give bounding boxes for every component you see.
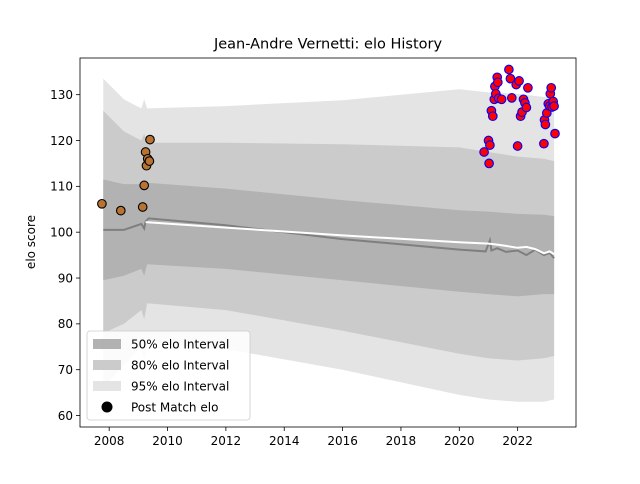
post-match-point	[539, 138, 549, 149]
legend-label: 50% elo Interval	[131, 338, 229, 352]
x-tick-label: 2014	[269, 434, 300, 448]
rating-line-1	[103, 217, 555, 259]
x-tick-label: 2010	[152, 434, 183, 448]
legend-label: Post Match elo	[131, 401, 218, 415]
post-match-point	[504, 64, 514, 75]
legend-label: 95% elo Interval	[131, 380, 229, 394]
post-match-point	[115, 205, 126, 216]
legend-swatch	[93, 339, 121, 349]
post-match-point	[492, 77, 503, 88]
post-match-point	[550, 128, 560, 139]
post-match-point	[506, 93, 517, 103]
post-match-point	[487, 111, 498, 122]
legend-marker	[101, 401, 113, 413]
interval-bands	[103, 78, 555, 402]
legend-label: 80% elo Interval	[131, 359, 229, 373]
post-match-point	[523, 82, 533, 93]
y-tick-label: 90	[58, 271, 73, 285]
post-match-point	[97, 198, 107, 209]
x-axis-ticks: 2008 2010 2012 2014 2016 2018 2020 2022	[94, 427, 533, 448]
rating-lines	[103, 217, 555, 259]
post-match-point	[514, 76, 524, 86]
legend: 50% elo Interval 80% elo Interval 95% elo …	[86, 330, 251, 421]
post-match-point	[521, 102, 532, 113]
x-tick-label: 2012	[211, 434, 242, 448]
y-tick-label: 120	[50, 134, 73, 148]
x-tick-label: 2022	[502, 434, 533, 448]
chart-title: Jean-Andre Vernetti: elo History	[213, 37, 443, 53]
post-match-point	[145, 134, 155, 145]
y-tick-label: 60	[58, 409, 73, 423]
post-match-point	[546, 82, 557, 93]
y-axis-ticks: 60 70 80 90 100 110 120 130	[50, 88, 80, 423]
post-match-point	[505, 73, 516, 84]
post-match-point	[137, 202, 148, 212]
post-match-point	[496, 94, 507, 105]
legend-swatch	[93, 360, 121, 370]
post-match-point	[485, 140, 495, 150]
x-tick-label: 2018	[386, 434, 417, 448]
x-tick-label: 2020	[444, 434, 475, 448]
post-match-point	[484, 158, 494, 169]
post-match-point	[540, 119, 551, 130]
y-axis-label: elo score	[24, 215, 38, 269]
y-tick-label: 70	[58, 363, 73, 377]
post-match-point	[549, 101, 559, 111]
x-tick-label: 2016	[327, 434, 358, 448]
post-match-point	[144, 156, 155, 166]
plot-frame	[79, 57, 577, 428]
y-tick-label: 130	[50, 88, 73, 102]
post-match-point	[139, 180, 150, 191]
y-tick-label: 80	[58, 317, 73, 331]
post-match-point	[512, 141, 523, 151]
legend-swatch	[93, 381, 121, 391]
y-tick-label: 100	[50, 225, 73, 239]
post-match-points	[97, 64, 560, 216]
x-tick-label: 2008	[94, 434, 125, 448]
y-tick-label: 110	[50, 180, 73, 194]
post-match-point	[479, 147, 489, 157]
legend-box	[86, 330, 251, 421]
rating-line-2	[145, 221, 555, 256]
